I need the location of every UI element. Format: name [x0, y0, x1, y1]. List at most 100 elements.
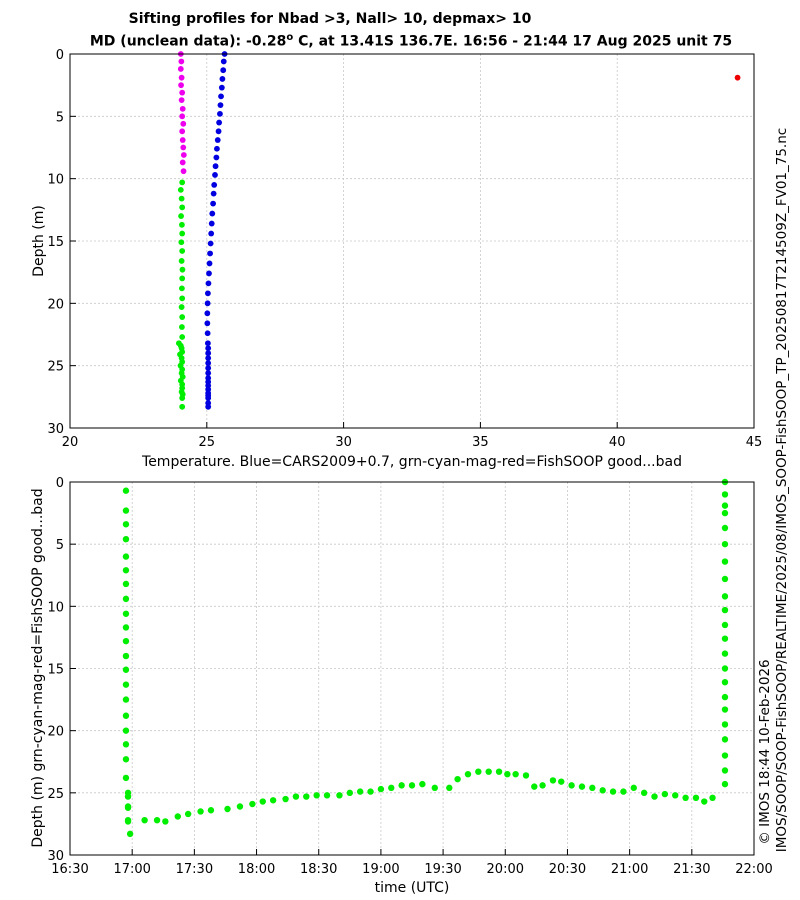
- blue-data-point: [211, 182, 218, 188]
- blue-data-point: [209, 210, 216, 217]
- bottom-data-points: [122, 478, 729, 838]
- title-md-text: MD (unclean data): -0.28: [89, 33, 287, 50]
- bottom-x-tick-label: 21:00: [611, 862, 648, 877]
- magenta-data-point: [179, 113, 186, 120]
- green-data-point: [124, 804, 132, 811]
- green-data-point: [207, 807, 215, 814]
- blue-data-point: [218, 84, 225, 91]
- green-data-point: [377, 785, 385, 793]
- blue-data-point: [206, 260, 213, 267]
- blue-data-point: [205, 355, 212, 362]
- side-text-outer: IMOS/SOOP/SOOP-FishSOOP/REALTIME/2025/08…: [774, 128, 790, 852]
- green-data-point: [236, 803, 244, 810]
- green-data-point: [178, 258, 185, 264]
- green-data-point: [682, 794, 689, 802]
- time-depth-panel: 16:30 17:00 17:30 18:00 18:30 19:00 19:30 20:00…: [30, 476, 773, 896]
- green-data-point: [178, 304, 185, 310]
- green-data-point: [408, 782, 416, 789]
- green-data-point: [549, 777, 557, 784]
- green-data-point: [531, 783, 538, 790]
- green-data-point: [179, 275, 186, 282]
- temperature-depth-panel: 20 25 30 35 40 45 0 5 10 15 20 25 30 Temperature. Bl…: [31, 48, 762, 470]
- green-data-point: [609, 788, 617, 795]
- green-data-point: [504, 770, 511, 778]
- bottom-y-tick-label: 15: [47, 663, 64, 678]
- green-data-point: [709, 794, 716, 802]
- green-data-point: [721, 491, 729, 498]
- green-data-point: [122, 595, 130, 603]
- green-data-point: [269, 797, 277, 804]
- green-data-point: [721, 693, 729, 701]
- green-data-point: [122, 535, 130, 543]
- green-data-point: [721, 606, 729, 614]
- blue-data-point: [205, 350, 212, 357]
- top-y-tick-label: 0: [56, 48, 64, 63]
- green-data-point: [179, 266, 186, 273]
- green-data-point: [721, 593, 729, 600]
- green-data-point: [589, 784, 596, 792]
- green-data-point: [292, 793, 300, 800]
- chart-title-line1: Sifting profiles for Nbad >3, Nall> 10, …: [128, 11, 532, 27]
- green-data-point: [126, 830, 134, 838]
- top-x-tick-label: 25: [199, 435, 216, 450]
- magenta-data-point: [179, 128, 186, 135]
- green-data-point: [721, 706, 729, 713]
- green-data-point: [179, 204, 186, 211]
- green-data-point: [672, 792, 679, 799]
- magenta-data-point: [179, 159, 186, 166]
- blue-data-point: [204, 300, 211, 307]
- green-data-point: [122, 666, 130, 673]
- blue-data-point: [220, 58, 227, 65]
- green-data-point: [522, 772, 530, 779]
- top-y-tick-label: 10: [47, 173, 64, 188]
- green-data-point: [721, 752, 729, 759]
- bottom-x-tick-label: 22:00: [735, 862, 772, 877]
- magenta-data-point: [180, 144, 187, 151]
- blue-data-point: [212, 163, 219, 170]
- green-data-point: [122, 696, 130, 703]
- magenta-data-point: [180, 120, 187, 127]
- green-data-point: [721, 621, 729, 629]
- blue-data-point: [210, 200, 216, 207]
- bottom-x-tick-label: 19:30: [424, 862, 461, 877]
- green-data-point: [721, 665, 729, 672]
- green-data-point: [475, 768, 482, 775]
- blue-data-point: [218, 93, 224, 100]
- green-data-point: [178, 195, 185, 202]
- green-data-point: [122, 652, 130, 660]
- green-data-point: [178, 239, 185, 246]
- green-data-point: [313, 792, 320, 799]
- green-data-point: [419, 780, 426, 788]
- green-data-point: [122, 521, 130, 528]
- green-data-point: [224, 805, 231, 813]
- green-data-point: [249, 800, 256, 808]
- blue-data-point: [214, 145, 220, 152]
- blue-data-point: [208, 230, 215, 237]
- green-data-point: [122, 712, 130, 719]
- blue-data-point: [217, 110, 223, 117]
- green-data-point: [630, 784, 637, 792]
- bottom-x-tick-label: 18:00: [238, 862, 275, 877]
- blue-data-point: [204, 340, 211, 347]
- top-x-axis-label: Temperature. Blue=CARS2009+0.7, grn-cyan…: [141, 454, 682, 470]
- top-x-tick-label: 20: [62, 435, 79, 450]
- magenta-data-point: [178, 97, 185, 104]
- magenta-data-point: [178, 58, 185, 65]
- bottom-x-tick-label: 17:30: [176, 862, 213, 877]
- green-data-point: [721, 558, 729, 565]
- bottom-x-tick-label: 19:00: [362, 862, 399, 877]
- green-data-point: [122, 487, 130, 494]
- green-data-point: [122, 637, 130, 645]
- green-data-point: [431, 784, 438, 792]
- green-data-point: [721, 575, 729, 583]
- blue-data-point: [210, 190, 217, 197]
- green-data-point: [179, 334, 186, 340]
- green-data-point: [122, 580, 130, 588]
- top-y-tick-label: 25: [47, 360, 64, 375]
- magenta-data-point: [180, 168, 187, 175]
- blue-data-point: [206, 270, 212, 277]
- green-data-point: [356, 788, 364, 795]
- blue-data-point: [205, 395, 212, 401]
- magenta-data-point: [179, 89, 186, 96]
